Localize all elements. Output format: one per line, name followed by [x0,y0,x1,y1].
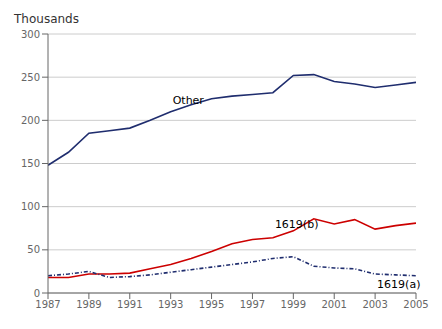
svg-text:1999: 1999 [281,299,306,310]
svg-text:150: 150 [21,158,40,169]
svg-text:2001: 2001 [321,299,346,310]
svg-text:1995: 1995 [199,299,224,310]
svg-text:200: 200 [21,115,40,126]
svg-text:1619(b): 1619(b) [275,218,319,231]
svg-text:1989: 1989 [76,299,101,310]
svg-text:1987: 1987 [35,299,60,310]
svg-text:1997: 1997 [240,299,265,310]
svg-text:1619(a): 1619(a) [377,278,420,291]
svg-text:1993: 1993 [158,299,183,310]
svg-text:100: 100 [21,201,40,212]
svg-text:50: 50 [27,244,40,255]
svg-text:Other: Other [173,94,205,107]
html-text:Thousands: Thousands [14,12,79,26]
svg-text:2003: 2003 [362,299,387,310]
svg-text:300: 300 [21,29,40,40]
svg-text:250: 250 [21,72,40,83]
svg-text:2005: 2005 [403,299,428,310]
svg-text:1991: 1991 [117,299,142,310]
svg-text:0: 0 [34,288,40,299]
